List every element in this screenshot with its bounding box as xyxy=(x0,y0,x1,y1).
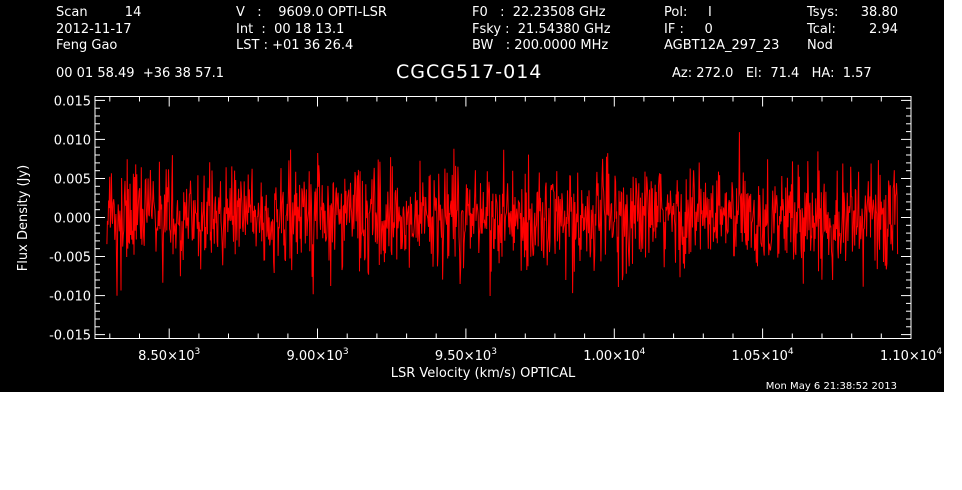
header-tsys-value: 38.80 xyxy=(860,5,898,20)
y-tick-label: 0.005 xyxy=(54,173,91,188)
y-tick-label: -0.015 xyxy=(49,329,91,344)
header-if: IF : 0 xyxy=(664,22,713,37)
tick-labels: 0.015 0.010 0.005 0.000 -0.005 -0.010 -0.015 8.… xyxy=(49,94,942,364)
x-tick-label: 1.10×104 xyxy=(880,347,942,364)
header-fsky: Fsky : 21.54380 GHz xyxy=(472,22,611,37)
spectrum-trace xyxy=(106,132,899,297)
header-mode: Nod xyxy=(807,38,833,53)
header-tsys-label: Tsys: xyxy=(807,5,839,20)
header-tcal-label: Tcal: xyxy=(807,22,836,37)
header-scan: Scan 14 xyxy=(56,5,142,20)
header-azel: Az: 272.0 El: 71.4 HA: 1.57 xyxy=(672,66,872,81)
source-title: CGCG517-014 xyxy=(396,61,543,83)
x-axis-label: LSR Velocity (km/s) OPTICAL xyxy=(391,366,576,381)
header-date: 2012-11-17 xyxy=(56,22,132,37)
y-axis-label: Flux Density (Jy) xyxy=(16,165,31,271)
y-tick-label: 0.015 xyxy=(54,94,91,109)
header-lst: LST : +01 36 26.4 xyxy=(236,38,354,53)
y-tick-label: -0.010 xyxy=(49,290,91,305)
x-tick-label: 9.00×103 xyxy=(286,347,348,364)
y-tick-label: 0.000 xyxy=(54,212,91,227)
header-project: AGBT12A_297_23 xyxy=(664,38,780,53)
header-pol: Pol: I xyxy=(664,5,712,20)
y-tick-label: -0.005 xyxy=(49,251,91,266)
header-coords: 00 01 58.49 +36 38 57.1 xyxy=(56,66,225,81)
header-f0: F0 : 22.23508 GHz xyxy=(472,5,606,20)
trace-layer xyxy=(106,132,899,297)
tick-marks xyxy=(95,96,912,339)
header-tcal-value: 2.94 xyxy=(869,22,898,37)
plot-panel: Scan 14 2012-11-17 Feng Gao V : 9609.0 O… xyxy=(0,0,944,392)
x-tick-label: 1.05×104 xyxy=(732,347,794,364)
spectrum-chart: 0.015 0.010 0.005 0.000 -0.005 -0.010 -0.015 8.… xyxy=(16,94,942,392)
header-observer: Feng Gao xyxy=(56,38,118,53)
header-velocity: V : 9609.0 OPTI-LSR xyxy=(236,5,387,20)
x-tick-label: 8.50×103 xyxy=(138,347,200,364)
x-tick-label: 1.00×104 xyxy=(583,347,645,364)
y-tick-label: 0.010 xyxy=(54,133,91,148)
x-tick-label: 9.50×103 xyxy=(435,347,497,364)
header-int: Int : 00 18 13.1 xyxy=(236,22,345,37)
header-bw: BW : 200.0000 MHz xyxy=(472,38,609,53)
timestamp: Mon May 6 21:38:52 2013 xyxy=(766,381,897,392)
